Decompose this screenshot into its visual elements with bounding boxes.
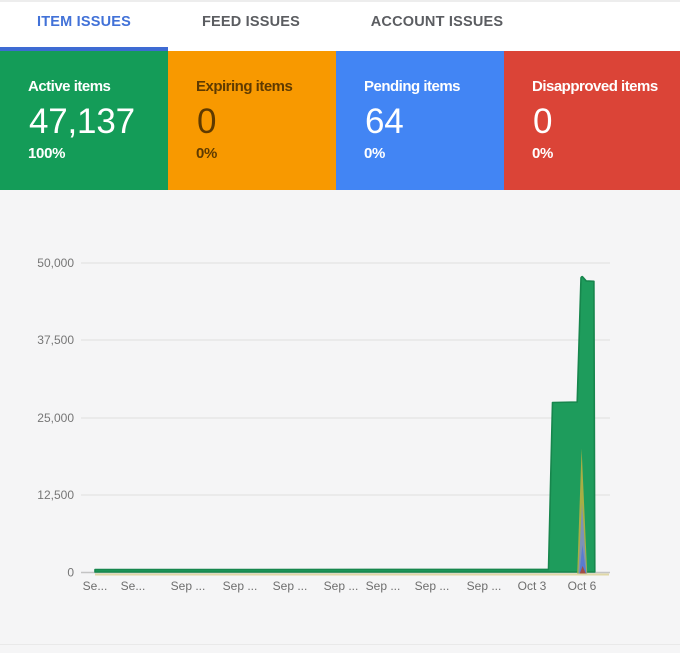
svg-text:Sep ...: Sep ... (366, 579, 401, 593)
svg-text:Oct 6: Oct 6 (568, 579, 597, 593)
svg-text:Sep ...: Sep ... (324, 579, 359, 593)
svg-text:37,500: 37,500 (37, 333, 74, 347)
svg-text:0: 0 (67, 566, 74, 580)
svg-text:25,000: 25,000 (37, 411, 74, 425)
svg-text:Oct 3: Oct 3 (518, 579, 547, 593)
svg-text:Sep ...: Sep ... (223, 579, 258, 593)
svg-text:50,000: 50,000 (37, 256, 74, 270)
svg-text:Se...: Se... (83, 579, 108, 593)
svg-text:Se...: Se... (121, 579, 146, 593)
svg-text:Sep ...: Sep ... (415, 579, 450, 593)
svg-text:Sep ...: Sep ... (467, 579, 502, 593)
svg-text:Sep ...: Sep ... (273, 579, 308, 593)
svg-text:Sep ...: Sep ... (171, 579, 206, 593)
svg-text:12,500: 12,500 (37, 488, 74, 502)
